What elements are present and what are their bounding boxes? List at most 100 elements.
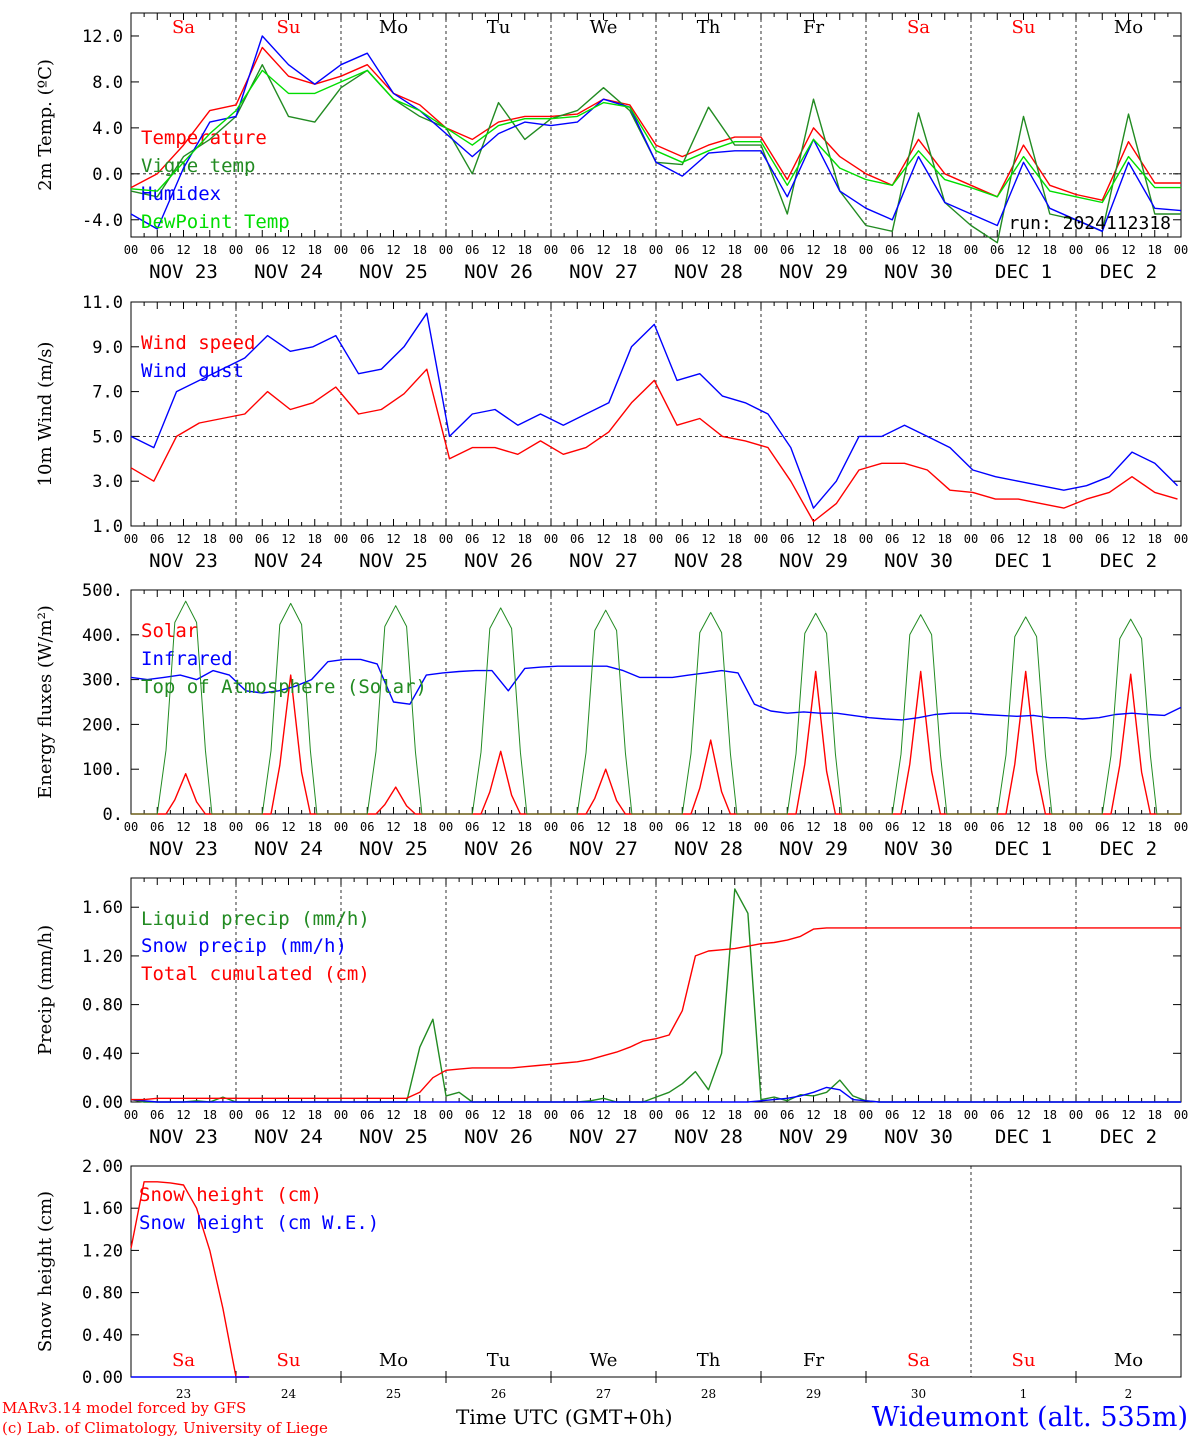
legend-entry: Wind speed bbox=[141, 332, 255, 354]
hour-tick-label: 12 bbox=[281, 820, 295, 834]
hour-tick-label: 12 bbox=[386, 243, 400, 257]
hour-tick-label: 06 bbox=[150, 243, 164, 257]
hour-tick-label: 00 bbox=[439, 532, 453, 546]
hour-tick-label: 18 bbox=[728, 532, 742, 546]
hour-tick-label: 06 bbox=[360, 243, 374, 257]
date-label: DEC 2 bbox=[1100, 261, 1157, 283]
hour-tick-label: 12 bbox=[1121, 243, 1135, 257]
hour-tick-label: 12 bbox=[701, 1108, 715, 1122]
panel-5: Sa Su Mo Tu We Th Fr Sa Su Mo 23 24 25 26 27 28 29 30 1 2 0.… bbox=[35, 1157, 1182, 1401]
hour-tick-label: 12 bbox=[596, 243, 610, 257]
date-label: NOV 27 bbox=[569, 1126, 638, 1148]
y-tick-label: 1.20 bbox=[82, 1241, 123, 1261]
hour-tick-label: 06 bbox=[465, 243, 479, 257]
y-tick-label: 0.40 bbox=[82, 1326, 123, 1346]
hour-tick-label: 06 bbox=[1095, 1108, 1109, 1122]
date-label: NOV 24 bbox=[254, 838, 323, 860]
day-name: Sa bbox=[172, 1350, 195, 1371]
date-label: NOV 27 bbox=[569, 261, 638, 283]
date-label: NOV 29 bbox=[779, 838, 848, 860]
day-name: Mo bbox=[379, 17, 408, 38]
y-axis-label: 10m Wind (m/s) bbox=[35, 342, 56, 487]
hour-tick-label: 06 bbox=[885, 532, 899, 546]
day-name: Mo bbox=[1114, 1350, 1143, 1371]
series-line-1-4 bbox=[130, 69, 1181, 204]
hour-tick-label: 00 bbox=[649, 820, 663, 834]
hour-tick-label: 18 bbox=[203, 820, 217, 834]
y-tick-label: 200. bbox=[82, 715, 123, 735]
date-label: DEC 2 bbox=[1100, 550, 1157, 572]
hour-tick-label: 06 bbox=[990, 532, 1004, 546]
hour-tick-label: 12 bbox=[911, 1108, 925, 1122]
hour-tick-label: 18 bbox=[1043, 1108, 1057, 1122]
date-label: DEC 1 bbox=[995, 550, 1052, 572]
date-label: NOV 23 bbox=[149, 838, 218, 860]
date-label: DEC 1 bbox=[995, 1126, 1052, 1148]
date-label: NOV 26 bbox=[464, 261, 533, 283]
hour-tick-label: 06 bbox=[150, 820, 164, 834]
hour-tick-label: 12 bbox=[386, 532, 400, 546]
hour-tick-label: 12 bbox=[281, 243, 295, 257]
hour-tick-label: 00 bbox=[649, 532, 663, 546]
legend-entry: Vigne temp bbox=[141, 155, 255, 177]
hour-tick-label: 06 bbox=[990, 820, 1004, 834]
hour-tick-label: 12 bbox=[701, 820, 715, 834]
hour-tick-label: 06 bbox=[570, 243, 584, 257]
hour-tick-label: 18 bbox=[728, 1108, 742, 1122]
hour-tick-label: 06 bbox=[570, 820, 584, 834]
y-tick-label: 500. bbox=[82, 581, 123, 601]
hour-tick-label: 18 bbox=[833, 243, 847, 257]
station-label: Wideumont (alt. 535m) bbox=[871, 1402, 1188, 1433]
hour-tick-label: 06 bbox=[780, 820, 794, 834]
hour-tick-label: 00 bbox=[439, 820, 453, 834]
legend-entry: Total cumulated (cm) bbox=[141, 963, 370, 985]
hour-tick-label: 00 bbox=[964, 532, 978, 546]
hour-tick-label: 00 bbox=[124, 243, 138, 257]
hour-tick-label: 18 bbox=[1148, 820, 1162, 834]
hour-tick-label: 00 bbox=[124, 532, 138, 546]
day-name: Mo bbox=[1114, 17, 1143, 38]
series-line-2-2 bbox=[130, 312, 1178, 509]
y-tick-label: 400. bbox=[82, 626, 123, 646]
date-label: NOV 29 bbox=[779, 550, 848, 572]
hour-tick-label: 00 bbox=[964, 243, 978, 257]
hour-tick-label: 18 bbox=[203, 532, 217, 546]
y-tick-label: -4.0 bbox=[82, 211, 123, 231]
date-label: DEC 1 bbox=[995, 261, 1052, 283]
hour-tick-label: 18 bbox=[203, 243, 217, 257]
hour-tick-label: 00 bbox=[124, 1108, 138, 1122]
hour-tick-label: 12 bbox=[176, 1108, 190, 1122]
day-name: We bbox=[590, 1350, 618, 1371]
day-number: 30 bbox=[911, 1387, 926, 1401]
hour-tick-label: 12 bbox=[806, 820, 820, 834]
hour-tick-label: 00 bbox=[229, 243, 243, 257]
hour-tick-label: 06 bbox=[990, 1108, 1004, 1122]
hour-tick-label: 00 bbox=[544, 243, 558, 257]
day-name: Su bbox=[1012, 1350, 1036, 1371]
date-label: NOV 30 bbox=[884, 550, 953, 572]
y-tick-label: 8.0 bbox=[92, 73, 123, 93]
hour-tick-label: 18 bbox=[518, 820, 532, 834]
day-name: Fr bbox=[803, 17, 824, 38]
hour-tick-label: 18 bbox=[623, 1108, 637, 1122]
hour-tick-label: 12 bbox=[1016, 1108, 1030, 1122]
hour-tick-label: 12 bbox=[386, 1108, 400, 1122]
legend-entry: Snow height (cm) bbox=[139, 1184, 322, 1206]
day-number: 29 bbox=[806, 1387, 821, 1401]
hour-tick-label: 12 bbox=[491, 1108, 505, 1122]
hour-tick-label: 00 bbox=[544, 1108, 558, 1122]
y-tick-label: 7.0 bbox=[92, 383, 123, 403]
day-number: 26 bbox=[491, 1387, 506, 1401]
hour-tick-label: 06 bbox=[885, 820, 899, 834]
y-tick-label: 2.00 bbox=[82, 1157, 123, 1177]
hour-tick-label: 18 bbox=[413, 532, 427, 546]
date-label: NOV 30 bbox=[884, 1126, 953, 1148]
day-name: Sa bbox=[907, 17, 930, 38]
panel-1: 00 06 12 18 00 06 12 18 00 06 12 18 00 06 12 18 00 06 12 18… bbox=[35, 12, 1188, 283]
y-tick-label: 0.0 bbox=[92, 165, 123, 185]
y-tick-label: 0.40 bbox=[82, 1044, 123, 1064]
hour-tick-label: 06 bbox=[885, 1108, 899, 1122]
hour-tick-label: 00 bbox=[439, 243, 453, 257]
hour-tick-label: 06 bbox=[465, 820, 479, 834]
series-line-5-1 bbox=[130, 1181, 250, 1378]
